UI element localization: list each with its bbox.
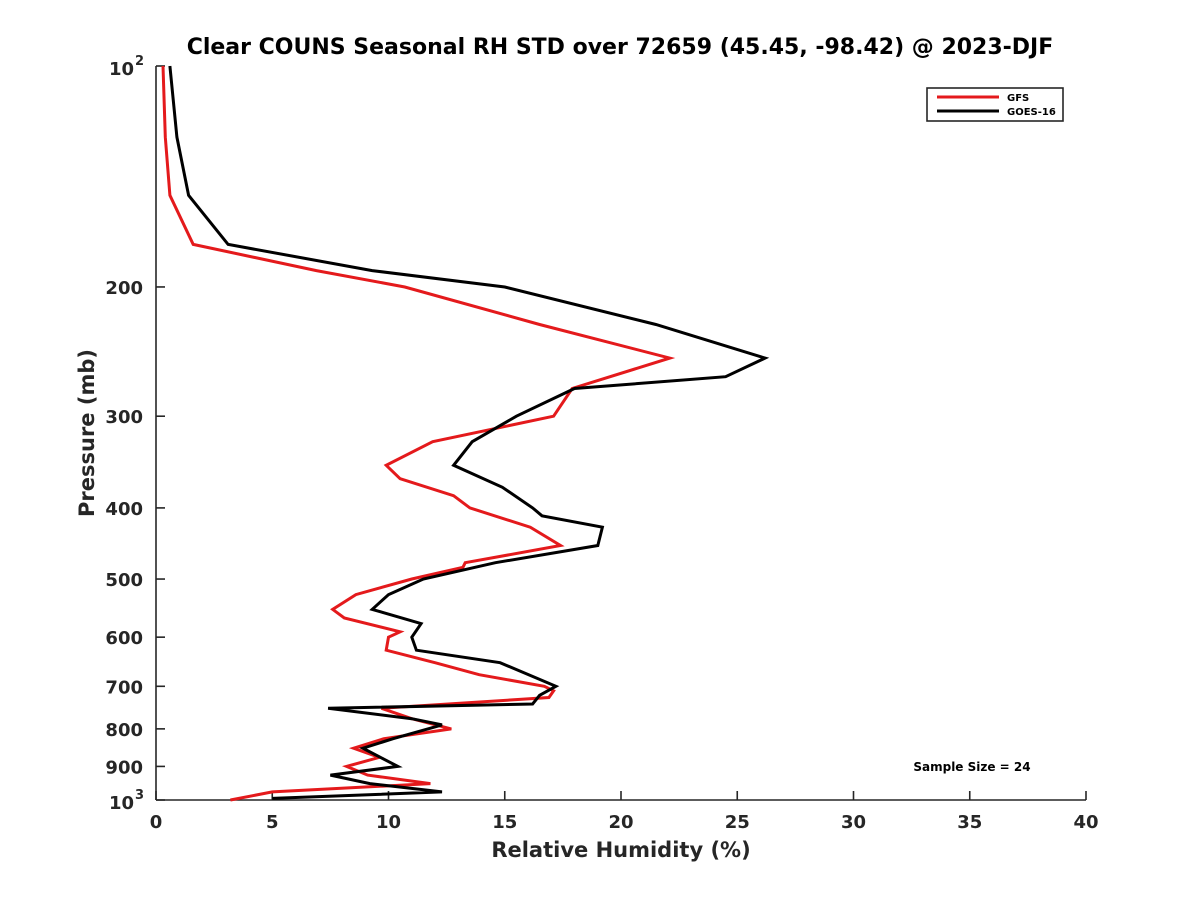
legend-label: GFS xyxy=(1007,93,1029,104)
legend-label: GOES-16 xyxy=(1007,107,1056,118)
x-tick-label: 20 xyxy=(608,812,633,833)
x-tick-label: 15 xyxy=(492,812,517,833)
y-tick-label: 600 xyxy=(105,628,143,649)
series-line-goes-16 xyxy=(168,65,770,800)
legend: GFS GOES-16 xyxy=(926,87,1064,122)
y-tick-label: 10 xyxy=(109,793,134,814)
legend-box xyxy=(926,87,1064,122)
y-tick-label: 900 xyxy=(105,757,143,778)
x-tick-label: 5 xyxy=(266,812,279,833)
y-tick-label: 200 xyxy=(105,278,143,299)
series-layer xyxy=(161,65,770,802)
y-axis-label: Pressure (mb) xyxy=(75,349,99,517)
y-tick-label-exponent: 3 xyxy=(135,788,144,803)
y-tick-label: 10 xyxy=(109,59,134,80)
y-tick-label-exponent: 2 xyxy=(135,54,144,69)
sample-size-annotation: Sample Size = 24 xyxy=(913,760,1030,774)
y-tick-label: 500 xyxy=(105,570,143,591)
x-tick-label: 0 xyxy=(150,812,163,833)
x-axis: 0 5 10 15 20 25 30 35 40 xyxy=(150,791,1099,833)
x-tick-label: 30 xyxy=(841,812,866,833)
series-line-gfs xyxy=(161,65,676,802)
x-tick-label: 40 xyxy=(1073,812,1098,833)
y-tick-label: 300 xyxy=(105,407,143,428)
y-tick-label: 800 xyxy=(105,720,143,741)
y-tick-label: 400 xyxy=(105,499,143,520)
y-tick-label: 700 xyxy=(105,677,143,698)
chart-title: Clear COUNS Seasonal RH STD over 72659 (… xyxy=(187,35,1054,60)
x-tick-label: 25 xyxy=(725,812,750,833)
x-axis-label: Relative Humidity (%) xyxy=(491,838,750,862)
x-tick-label: 35 xyxy=(957,812,982,833)
x-tick-label: 10 xyxy=(376,812,401,833)
